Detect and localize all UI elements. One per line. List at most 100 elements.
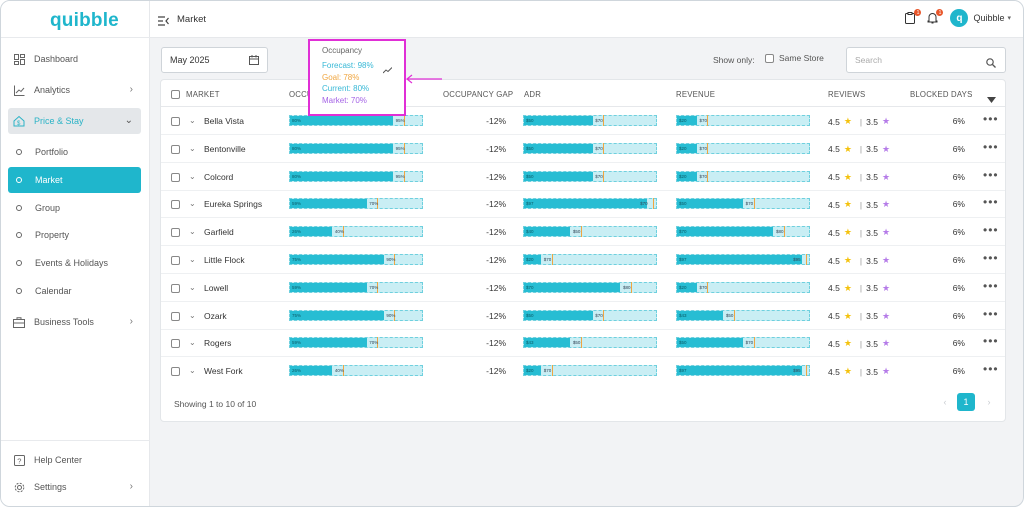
adr-bar[interactable]: $40 $50	[523, 226, 657, 238]
row-checkbox[interactable]	[171, 144, 180, 154]
market-name[interactable]: Ozark	[204, 310, 227, 321]
chevron-down-icon[interactable]: ⌄	[189, 282, 196, 292]
sidebar-item-dashboard[interactable]: Dashboard	[8, 46, 141, 72]
clipboard-icon[interactable]: 1	[902, 9, 922, 27]
select-all-checkbox[interactable]	[171, 90, 180, 99]
header-occupancy-gap[interactable]: OCCUPANCY GAP	[443, 90, 514, 99]
sidebar-subitem-property[interactable]: Property	[8, 222, 141, 248]
sidebar-item-business-tools[interactable]: Business Tools ›	[8, 309, 141, 335]
chevron-down-icon[interactable]: ⌄	[189, 116, 196, 125]
more-options-icon[interactable]: •••	[983, 251, 999, 265]
adr-bar[interactable]: $50 $70	[523, 170, 657, 182]
market-name[interactable]: Bentonville	[204, 143, 246, 154]
market-name[interactable]: Bella Vista	[204, 116, 245, 126]
adr-bar[interactable]: $70 $80	[523, 281, 657, 293]
revenue-bar[interactable]: $50 $70	[676, 337, 810, 349]
more-options-icon[interactable]: •••	[983, 167, 999, 182]
sidebar-item-help-center[interactable]: ? Help Center	[8, 447, 141, 473]
row-checkbox[interactable]	[171, 283, 180, 293]
occupancy-bar[interactable]: 75% 90%	[289, 254, 423, 265]
column-menu-icon[interactable]	[987, 90, 996, 108]
chevron-down-icon[interactable]: ⌄	[189, 227, 196, 237]
occupancy-bar[interactable]: 80% 95%	[289, 115, 423, 126]
revenue-bar[interactable]: $70 $80	[676, 226, 810, 238]
sidebar-subitem-market[interactable]: Market	[8, 167, 141, 193]
sidebar-subitem-calendar[interactable]: Calendar	[8, 278, 141, 304]
revenue-bar[interactable]: $43 $50	[676, 309, 810, 321]
row-checkbox[interactable]	[171, 228, 180, 238]
user-name[interactable]: Quibble	[973, 13, 1005, 23]
bell-icon[interactable]: 1	[924, 9, 944, 27]
row-checkbox[interactable]	[171, 256, 180, 265]
header-reviews[interactable]: REVIEWS	[828, 90, 866, 99]
occupancy-bar[interactable]: 59% 70%	[289, 281, 423, 293]
market-name[interactable]: Colcord	[204, 171, 234, 182]
market-name[interactable]: Garfield	[204, 227, 234, 238]
chevron-down-icon[interactable]: ⌄	[189, 310, 196, 320]
market-name[interactable]: West Fork	[204, 366, 243, 377]
row-checkbox[interactable]	[171, 367, 180, 377]
search-input[interactable]	[855, 55, 975, 65]
row-checkbox[interactable]	[171, 339, 180, 349]
revenue-bar[interactable]: $97 $95	[676, 365, 810, 377]
row-checkbox[interactable]	[171, 311, 180, 321]
more-options-icon[interactable]: •••	[983, 278, 999, 293]
chevron-down-icon[interactable]: ⌄	[189, 171, 196, 181]
more-options-icon[interactable]: •••	[983, 334, 999, 349]
menu-collapse-icon[interactable]	[158, 13, 169, 31]
date-picker[interactable]: May 2025	[161, 47, 268, 73]
occupancy-bar[interactable]: 59% 70%	[289, 198, 423, 210]
avatar[interactable]: q	[950, 9, 969, 27]
more-options-icon[interactable]: •••	[983, 362, 999, 377]
adr-bar[interactable]: $20 $70	[523, 254, 657, 265]
row-checkbox[interactable]	[171, 200, 180, 210]
occupancy-bar[interactable]: 80% 95%	[289, 142, 423, 154]
revenue-bar[interactable]: $50 $70	[676, 198, 810, 210]
prev-page-icon[interactable]: ‹	[943, 397, 947, 407]
search-box[interactable]	[846, 47, 1006, 73]
market-name[interactable]: Eureka Springs	[204, 199, 263, 210]
market-name[interactable]: Rogers	[204, 338, 232, 349]
search-icon[interactable]	[986, 55, 996, 73]
chevron-down-icon[interactable]: ⌄	[189, 366, 196, 376]
more-options-icon[interactable]: •••	[983, 139, 999, 154]
occupancy-bar[interactable]: 80% 95%	[289, 170, 423, 182]
page-1-button[interactable]: 1	[957, 393, 975, 411]
sidebar-item-analytics[interactable]: Analytics ›	[8, 77, 141, 103]
more-options-icon[interactable]: •••	[983, 306, 999, 321]
header-market[interactable]: MARKET	[186, 90, 220, 99]
adr-bar[interactable]: $50 $70	[523, 309, 657, 321]
chevron-down-icon[interactable]: ⌄	[189, 143, 196, 153]
revenue-bar[interactable]: $20 $70	[676, 115, 810, 126]
adr-bar[interactable]: $50 $70	[523, 115, 657, 126]
row-checkbox[interactable]	[171, 117, 180, 126]
adr-bar[interactable]: $97 $70	[523, 198, 657, 210]
sidebar-item-settings[interactable]: Settings ›	[8, 474, 141, 500]
chevron-down-icon[interactable]: ▾	[1007, 15, 1011, 22]
same-store-checkbox[interactable]: Same Store	[765, 53, 824, 63]
revenue-bar[interactable]: $20 $70	[676, 281, 810, 293]
sidebar-subitem-events-holidays[interactable]: Events & Holidays	[8, 250, 141, 276]
occupancy-bar[interactable]: 75% 90%	[289, 309, 423, 321]
chevron-down-icon[interactable]: ⌄	[189, 255, 196, 264]
chevron-down-icon[interactable]: ⌄	[189, 199, 196, 209]
header-adr[interactable]: ADR	[524, 90, 542, 99]
sidebar-subitem-portfolio[interactable]: Portfolio	[8, 139, 141, 165]
row-checkbox[interactable]	[171, 172, 180, 182]
header-revenue[interactable]: REVENUE	[676, 90, 716, 99]
market-name[interactable]: Little Flock	[204, 255, 245, 265]
occupancy-bar[interactable]: 26% 40%	[289, 365, 423, 377]
header-blocked-days[interactable]: BLOCKED DAYS	[910, 90, 973, 99]
sidebar-item-price-stay[interactable]: $ Price & Stay ⌄	[8, 108, 141, 134]
chevron-down-icon[interactable]: ⌄	[189, 338, 196, 348]
occupancy-bar[interactable]: 26% 40%	[289, 226, 423, 238]
sidebar-subitem-group[interactable]: Group	[8, 195, 141, 221]
revenue-bar[interactable]: $20 $70	[676, 142, 810, 154]
adr-bar[interactable]: $43 $50	[523, 337, 657, 349]
revenue-bar[interactable]: $97 $95	[676, 254, 810, 265]
checkbox[interactable]	[765, 53, 774, 63]
next-page-icon[interactable]: ›	[987, 397, 991, 407]
more-options-icon[interactable]: •••	[983, 195, 999, 210]
more-options-icon[interactable]: •••	[983, 112, 999, 126]
revenue-bar[interactable]: $20 $70	[676, 170, 810, 182]
